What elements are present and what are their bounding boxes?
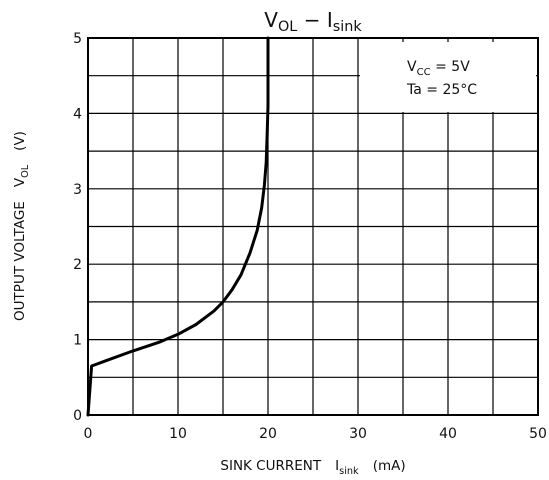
x-tick-label: 40 xyxy=(439,426,457,442)
x-tick-label: 50 xyxy=(529,426,547,442)
x-tick-label: 30 xyxy=(349,426,367,442)
y-tick-label: 0 xyxy=(73,408,82,424)
x-tick-label: 10 xyxy=(169,426,187,442)
condition-ta: Ta = 25°C xyxy=(406,82,477,98)
x-tick-label: 20 xyxy=(259,426,277,442)
y-tick-label: 2 xyxy=(73,257,82,273)
y-tick-label: 3 xyxy=(73,182,82,198)
y-tick-label: 1 xyxy=(73,333,82,349)
series-line xyxy=(86,36,270,417)
chart-title: VOL − Isink xyxy=(264,8,362,35)
y-tick-label: 5 xyxy=(73,31,82,47)
y-tick-label: 4 xyxy=(73,106,82,122)
condition-vcc: VCC = 5V xyxy=(407,59,470,78)
x-axis-label: SINK CURRENT Isink (mA) xyxy=(220,458,405,477)
conditions-box xyxy=(360,42,536,112)
y-axis-label: OUTPUT VOLTAGEVOL(V) xyxy=(12,131,31,321)
x-tick-label: 0 xyxy=(84,426,93,442)
tick-labels: 0 10 20 30 40 50 0 1 2 3 4 5 xyxy=(73,31,547,442)
plot-frame xyxy=(87,37,539,416)
